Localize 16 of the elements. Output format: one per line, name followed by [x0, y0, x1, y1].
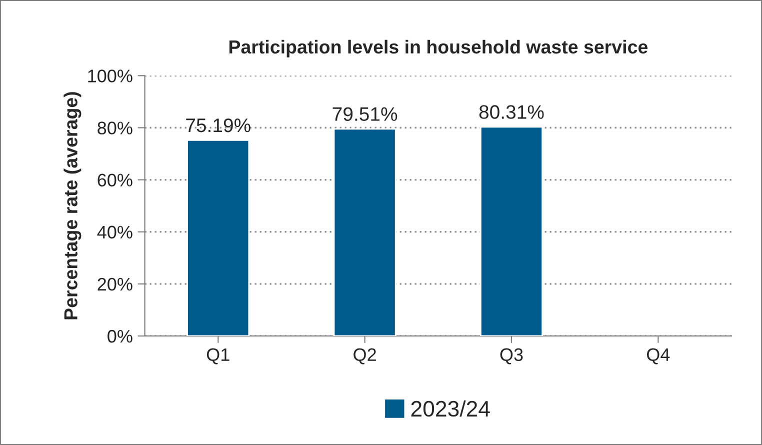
y-tick-label: 60% [98, 174, 132, 186]
y-tick-label: 40% [97, 226, 132, 239]
y-tick-label: 20% [98, 278, 132, 291]
chart-title: Participation levels in household waste service [229, 40, 648, 58]
x-tick-label: Q2 [354, 348, 376, 364]
legend-label: 2023/24 [411, 400, 490, 417]
y-tick-label: 80% [98, 122, 132, 134]
data-label: 79.51% [332, 107, 398, 121]
x-tick-label: Q1 [206, 348, 230, 364]
y-tick-label: 100% [88, 70, 132, 82]
y-tick-label: 0% [108, 330, 132, 343]
data-label: 80.31% [479, 105, 544, 119]
data-label: 75.19% [186, 118, 250, 132]
x-tick-label: Q3 [500, 348, 523, 364]
x-tick-label: Q4 [646, 348, 670, 364]
y-axis-title: Percentage rate (average) [64, 92, 82, 320]
